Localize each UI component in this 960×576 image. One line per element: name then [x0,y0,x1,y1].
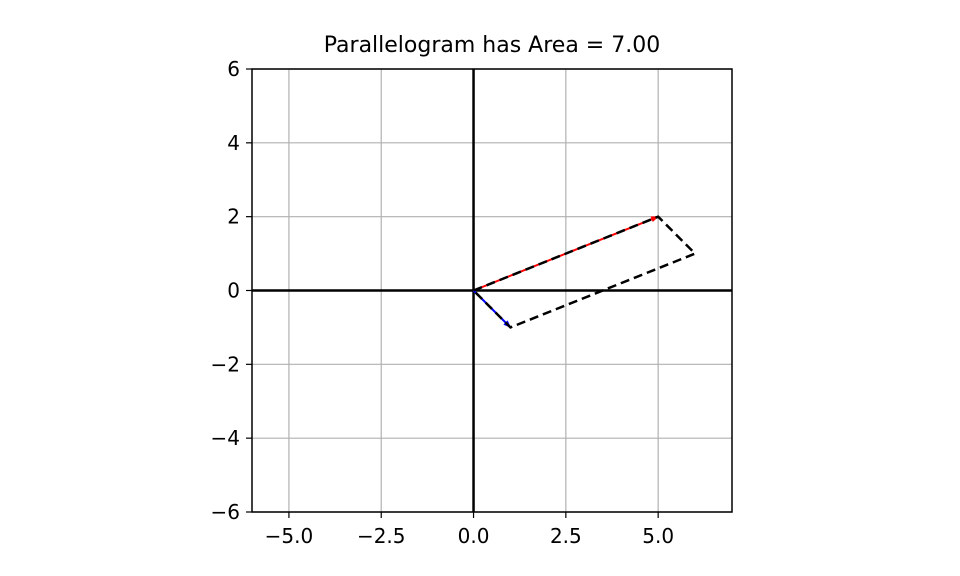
parallelogram-outline [472,215,698,329]
x-tick-label: 0.0 [458,524,490,548]
x-tick-label: −2.5 [357,524,406,548]
x-tick-label: −5.0 [265,524,314,548]
y-tick-label: 4 [227,131,240,155]
y-tick-label: 2 [227,205,240,229]
tick-marks-and-labels: −5.0 −2.5 0.0 2.5 5.0 6 4 2 0 −2 −4 −6 [211,57,675,548]
x-tick-label: 5.0 [642,524,674,548]
y-tick-label: −6 [211,500,240,524]
y-tick-label: 0 [227,279,240,303]
y-tick-label: 6 [227,57,240,81]
zero-axis-lines [252,69,732,512]
x-tick-label: 2.5 [550,524,582,548]
plot-data [472,215,698,329]
chart-title: Parallelogram has Area = 7.00 [324,33,660,58]
y-tick-label: −2 [211,352,240,376]
y-tick-label: −4 [211,426,240,450]
